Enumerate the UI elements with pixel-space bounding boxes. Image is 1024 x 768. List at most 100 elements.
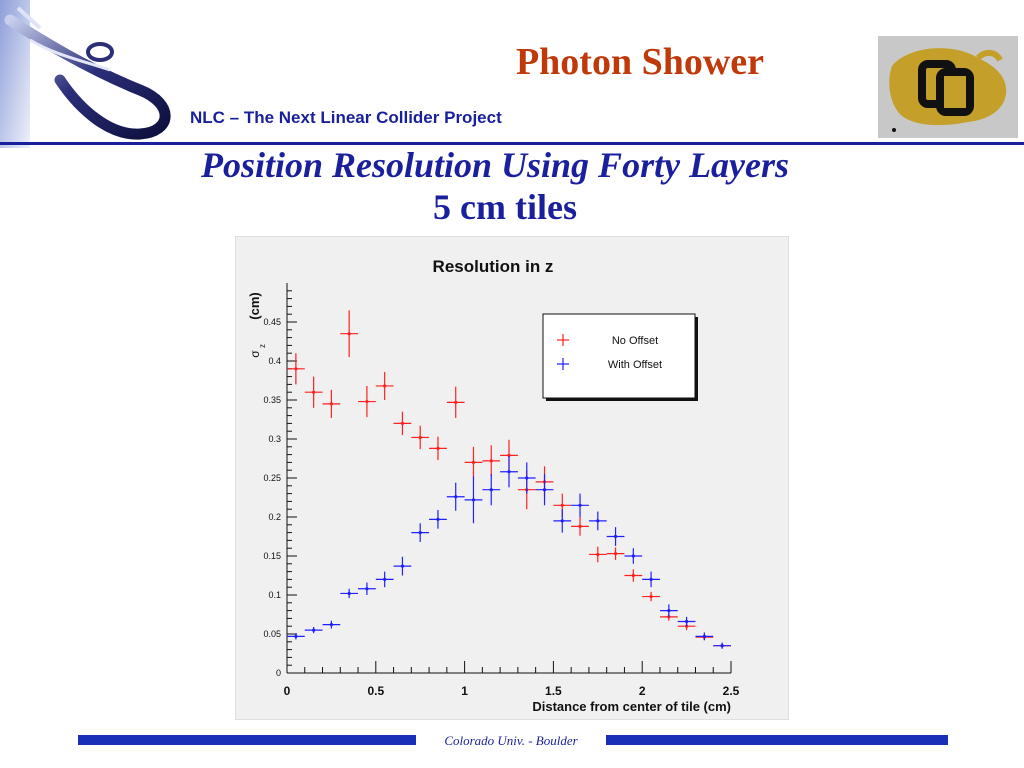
data-point [358, 582, 376, 595]
footer-text: Colorado Univ. - Boulder [444, 733, 578, 748]
point-marker [294, 634, 298, 638]
point-marker [454, 400, 458, 404]
point-marker [436, 517, 440, 521]
data-point [411, 523, 430, 542]
y-tick-label: 0.25 [263, 473, 281, 483]
point-marker [400, 564, 405, 568]
data-point [429, 509, 447, 529]
point-marker [578, 503, 582, 507]
point-marker [578, 524, 582, 528]
data-point [642, 571, 660, 588]
data-point [322, 389, 341, 418]
point-marker [507, 470, 511, 474]
point-marker [649, 594, 653, 599]
point-marker [525, 476, 529, 480]
plot-axes: 0 0.5 1 1.5 2 2.5 0 0.05 0.1 0.15 0.2 0.25 0.3 0.35 0.… [247, 283, 740, 714]
y-axis-subscript: z [258, 344, 267, 348]
data-point [588, 511, 607, 531]
point-marker [560, 519, 564, 523]
point-marker [312, 390, 316, 394]
data-point [695, 632, 714, 641]
point-marker [596, 552, 600, 557]
data-point [624, 569, 643, 582]
data-point [517, 462, 536, 494]
point-marker [542, 488, 547, 492]
point-marker [631, 573, 635, 578]
data-point [677, 616, 696, 627]
x-tick-label: 1.5 [545, 684, 562, 698]
chart-legend: No Offset With Offset [542, 313, 698, 401]
x-tick-label: 0.5 [367, 684, 384, 698]
point-marker [667, 609, 671, 613]
point-marker [489, 488, 493, 492]
data-point [304, 626, 323, 634]
data-point [340, 588, 359, 599]
data-point [659, 604, 678, 617]
point-marker [471, 498, 476, 502]
cu-buffalo-logo [878, 36, 1018, 138]
data-point [340, 310, 359, 358]
y-axis-symbol: σ [248, 350, 262, 358]
data-point [411, 425, 430, 450]
x-tick-label: 2.5 [723, 684, 740, 698]
data-point [446, 386, 465, 418]
point-marker [613, 552, 618, 556]
x-tick-label: 1 [461, 684, 468, 698]
point-marker [685, 619, 689, 624]
point-marker [596, 519, 600, 523]
legend-box [542, 313, 696, 399]
legend-label: No Offset [612, 335, 658, 347]
data-point [322, 620, 341, 629]
y-axis-label: (cm) [247, 292, 262, 319]
point-marker [489, 459, 493, 463]
point-marker [400, 421, 405, 425]
point-marker [631, 554, 635, 558]
legend-label: With Offset [608, 359, 662, 371]
data-point [358, 385, 376, 418]
data-point [429, 436, 447, 461]
point-marker [507, 453, 511, 457]
chart-title: Resolution in z [433, 257, 554, 276]
header-divider [0, 142, 1024, 145]
data-point [642, 591, 660, 602]
point-marker [418, 435, 422, 440]
data-point [571, 493, 589, 517]
y-tick-label: 0.2 [268, 512, 281, 522]
data-point [500, 456, 518, 488]
point-marker [365, 587, 369, 591]
point-marker [294, 367, 298, 371]
slide-subtitle: 5 cm tiles [433, 187, 577, 227]
series-1 [287, 456, 731, 649]
plot-marks [287, 310, 731, 649]
data-point [553, 509, 572, 533]
point-marker [329, 402, 333, 406]
x-axis-label: Distance from center of tile (cm) [532, 699, 731, 714]
y-tick-label: 0.05 [263, 629, 281, 639]
data-point [482, 474, 501, 506]
y-tick-label: 0.3 [268, 434, 281, 444]
data-point [588, 546, 607, 563]
header-title: Photon Shower [515, 41, 765, 83]
point-marker [720, 644, 724, 648]
footer-bar-left [78, 735, 416, 745]
point-marker [560, 503, 564, 507]
header-subtitle: NLC – The Next Linear Collider Project [190, 108, 502, 127]
chart-panel: Resolution in z 0 0.5 1 1.5 2 2.5 0 0.05 0.1 0.15… [234, 235, 790, 721]
point-marker [418, 531, 422, 535]
data-point [304, 376, 323, 408]
nlc-logo [0, 0, 190, 148]
point-marker [383, 384, 387, 388]
point-marker [436, 446, 440, 450]
data-point [606, 547, 625, 560]
point-marker [649, 577, 653, 581]
y-tick-label: 0.15 [263, 551, 281, 561]
data-point [535, 474, 554, 506]
y-tick-label: 0 [276, 668, 281, 678]
footer-bar-right [606, 735, 948, 745]
x-tick-label: 2 [639, 684, 646, 698]
data-point [287, 353, 305, 385]
point-marker [702, 634, 706, 638]
point-marker [613, 534, 618, 539]
point-marker [383, 577, 387, 581]
